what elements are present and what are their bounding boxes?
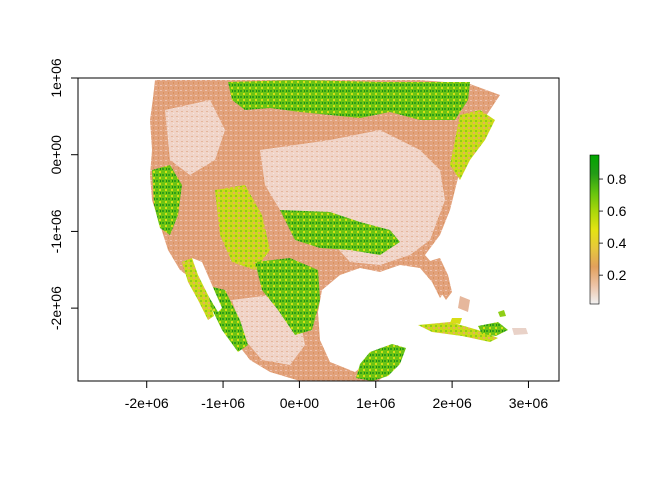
region-yucatan [356, 344, 406, 381]
x-tick-label-3: 1e+06 [356, 395, 396, 411]
region-texas [255, 258, 320, 335]
x-tick-label-2: 0e+00 [280, 395, 320, 411]
region-boreal [228, 80, 470, 120]
region-east-forest [450, 110, 495, 180]
island-small-1 [450, 318, 462, 324]
region-rockies [215, 185, 270, 270]
legend-tick-label-3: 0.8 [607, 171, 627, 187]
x-tick-label-5: 3e+06 [509, 395, 549, 411]
x-axis: -2e+06 -1e+06 0e+00 1e+06 2e+06 3e+06 [125, 381, 549, 411]
x-tick-label-4: 2e+06 [432, 395, 472, 411]
y-tick-label-1: 0e+00 [48, 135, 64, 175]
plot-frame [77, 77, 560, 382]
region-west-pale [165, 100, 225, 175]
island-bahamas [458, 296, 470, 312]
legend-ticks: 0.2 0.4 0.6 0.8 [599, 171, 627, 283]
y-tick-label-0: 1e+06 [48, 58, 64, 98]
gulf-of-california [192, 258, 222, 312]
vegetation-raster-map [150, 80, 528, 381]
island-hispaniola [478, 322, 508, 336]
region-appalachian [280, 210, 400, 255]
legend-colorbar: 0.2 0.4 0.6 0.8 [589, 154, 627, 305]
legend-tick-label-1: 0.4 [607, 235, 627, 251]
island-small-2 [498, 310, 506, 317]
baja-peninsula [182, 258, 214, 320]
y-axis: 1e+06 0e+00 -1e+06 -2e+06 [48, 58, 78, 330]
x-tick-label-1: -1e+06 [201, 395, 245, 411]
y-tick-label-3: -2e+06 [48, 286, 64, 330]
legend-tick-label-2: 0.6 [607, 203, 627, 219]
y-tick-label-2: -1e+06 [48, 209, 64, 253]
legend-tick-label-0: 0.2 [607, 267, 627, 283]
island-puerto-rico [512, 328, 528, 335]
legend-color-bar [589, 154, 600, 305]
region-west-coast [152, 165, 182, 235]
florida [426, 258, 452, 300]
island-cuba [418, 322, 498, 342]
x-tick-label-0: -2e+06 [125, 395, 169, 411]
